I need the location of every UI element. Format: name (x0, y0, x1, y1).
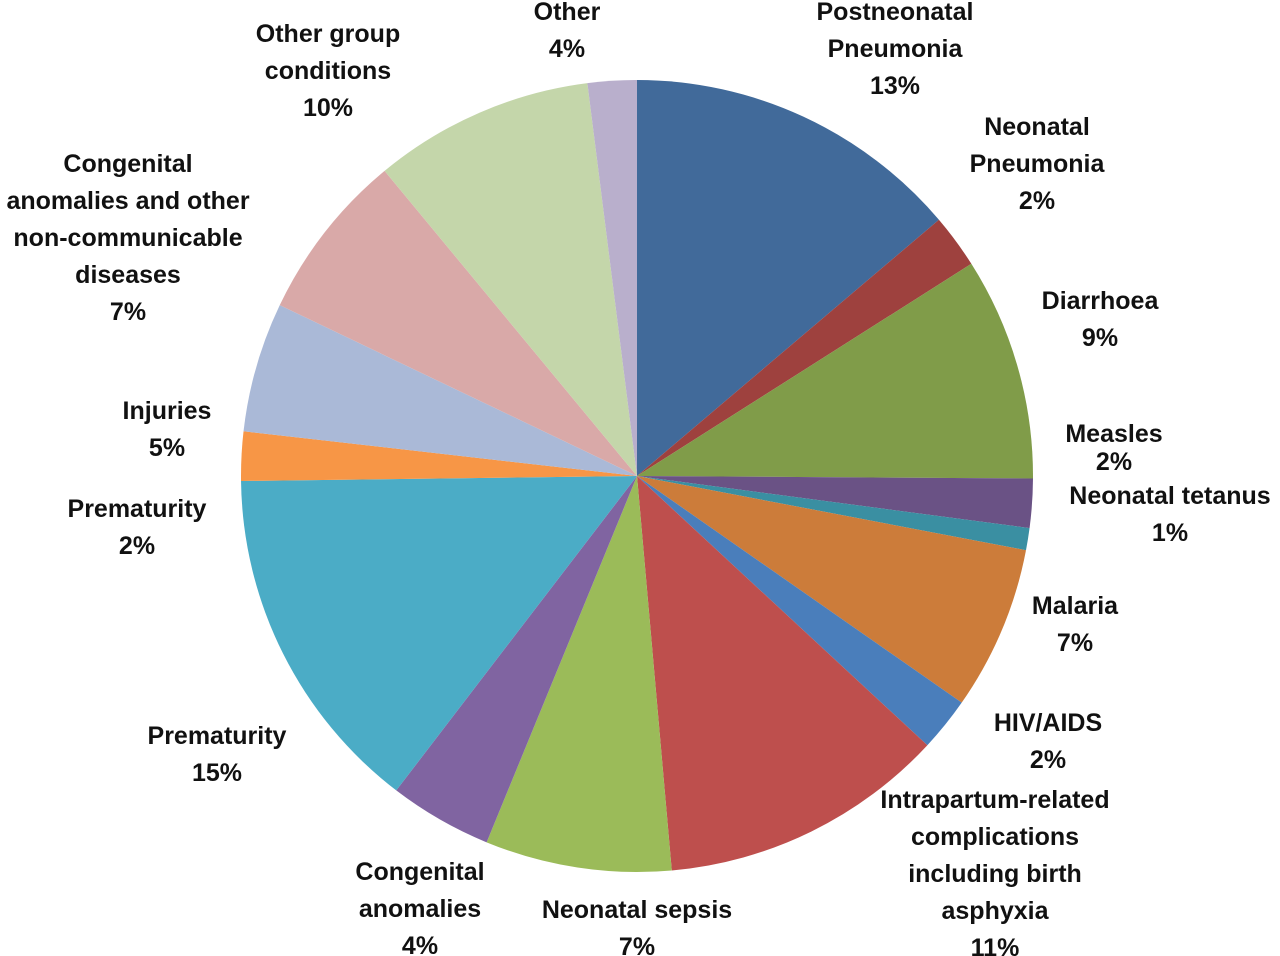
slice-label-line: conditions (265, 57, 391, 85)
slice-label: HIV/AIDS 2% (994, 709, 1102, 774)
slice-label: Diarrhoea 9% (1042, 287, 1160, 352)
slice-percent: 1% (1152, 519, 1188, 547)
slice-percent: 7% (619, 933, 655, 956)
pie-slice (637, 263, 1033, 479)
pie-slice (587, 80, 637, 476)
slice-label: Intrapartum-related complications includin… (880, 786, 1109, 956)
pie-slice (637, 476, 928, 871)
pie-slice (241, 476, 637, 791)
slice-label: Measles 2% (1065, 420, 1162, 476)
slice-label-line: anomalies (359, 895, 481, 923)
pie-slice (637, 476, 962, 746)
slice-label-line: Pneumonia (970, 150, 1106, 178)
slice-label-line: Other (534, 0, 601, 26)
pie-slice (637, 80, 939, 476)
slice-label-line: Measles (1065, 420, 1162, 448)
slice-percent: 4% (402, 932, 438, 956)
slice-percent: 2% (1019, 187, 1055, 215)
pie-slice (384, 83, 637, 477)
slice-label-line: Neonatal (984, 113, 1090, 141)
slice-label-line: Intrapartum-related (880, 786, 1109, 814)
slice-label-line: anomalies and other (6, 187, 249, 215)
pie-slice (637, 476, 1026, 703)
pie-slice (637, 476, 1033, 529)
slice-percent: 4% (549, 35, 585, 63)
pie-slice (637, 219, 972, 476)
slice-percent: 11% (971, 934, 1020, 956)
slice-label-line: non-communicable (13, 224, 242, 252)
slice-label-line: Congenital (355, 858, 484, 886)
slice-label-line: HIV/AIDS (994, 709, 1102, 737)
slice-label-line: including birth (908, 860, 1082, 888)
slice-label-line: Other group (256, 20, 400, 48)
slice-label: Injuries 5% (123, 397, 212, 462)
slice-percent: 2% (119, 532, 155, 560)
pie-slice (396, 476, 637, 843)
slice-label-line: Prematurity (68, 495, 207, 523)
pie-slices (240, 80, 1033, 873)
slice-percent: 5% (149, 434, 185, 462)
slice-percent: 13% (870, 72, 920, 100)
slice-percent: 15% (192, 759, 242, 787)
slice-label: Malaria 7% (1032, 592, 1119, 657)
slice-label-line: Postneonatal (817, 0, 974, 26)
slice-percent: 7% (1057, 629, 1093, 657)
slice-label: Other 4% (534, 0, 601, 63)
slice-label: Neonatal tetanus 1% (1069, 482, 1270, 547)
slice-label-line: Malaria (1032, 592, 1119, 620)
slice-label: Postneonatal Pneumonia 13% (817, 0, 974, 100)
slice-percent: 2% (1030, 746, 1066, 774)
slice-label: Prematurity 2% (68, 495, 207, 560)
pie-slice (279, 170, 637, 476)
slice-percent: 10% (303, 94, 353, 122)
pie-labels: Postneonatal Pneumonia 13% Neonatal Pneumoni… (6, 0, 1270, 956)
slice-label-line: complications (911, 823, 1079, 851)
slice-label-line: Diarrhoea (1042, 287, 1160, 315)
pie-slice (637, 476, 1030, 551)
slice-percent: 9% (1082, 324, 1118, 352)
slice-label-line: asphyxia (941, 897, 1049, 925)
slice-label-line: Pneumonia (828, 35, 964, 63)
slice-label-line: Injuries (123, 397, 212, 425)
slice-label: Prematurity 15% (148, 722, 287, 787)
slice-percent: 7% (110, 298, 146, 326)
slice-label-line: diseases (75, 261, 181, 289)
slice-label: Neonatal Pneumonia 2% (970, 113, 1106, 215)
slice-percent: 2% (1096, 448, 1132, 476)
slice-label: Other group conditions 10% (256, 20, 400, 122)
pie-slice (240, 431, 637, 481)
slice-label: Congenital anomalies 4% (355, 858, 484, 956)
pie-slice (243, 305, 637, 476)
slice-label-line: Prematurity (148, 722, 287, 750)
slice-label: Congenital anomalies and other non-communi… (6, 150, 249, 326)
slice-label-line: Neonatal sepsis (542, 896, 732, 924)
slice-label-line: Neonatal tetanus (1069, 482, 1270, 510)
pie-slice (486, 476, 672, 873)
slice-label-line: Congenital (63, 150, 192, 178)
slice-label: Neonatal sepsis 7% (542, 896, 732, 956)
